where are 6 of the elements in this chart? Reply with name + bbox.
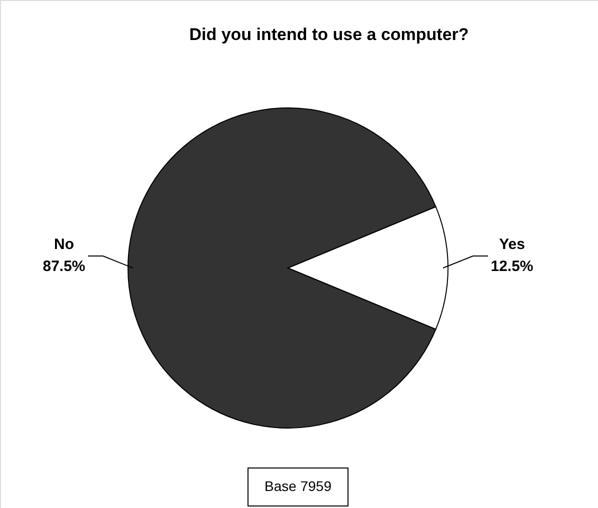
slice-label: No xyxy=(54,236,74,253)
data-label: 87.5% xyxy=(42,258,86,275)
text: Base 7959 xyxy=(264,478,332,494)
slice-label: Yes xyxy=(499,236,525,253)
data-label: 12.5% xyxy=(490,258,534,275)
chart-title: Did you intend to use a computer? xyxy=(189,25,469,44)
